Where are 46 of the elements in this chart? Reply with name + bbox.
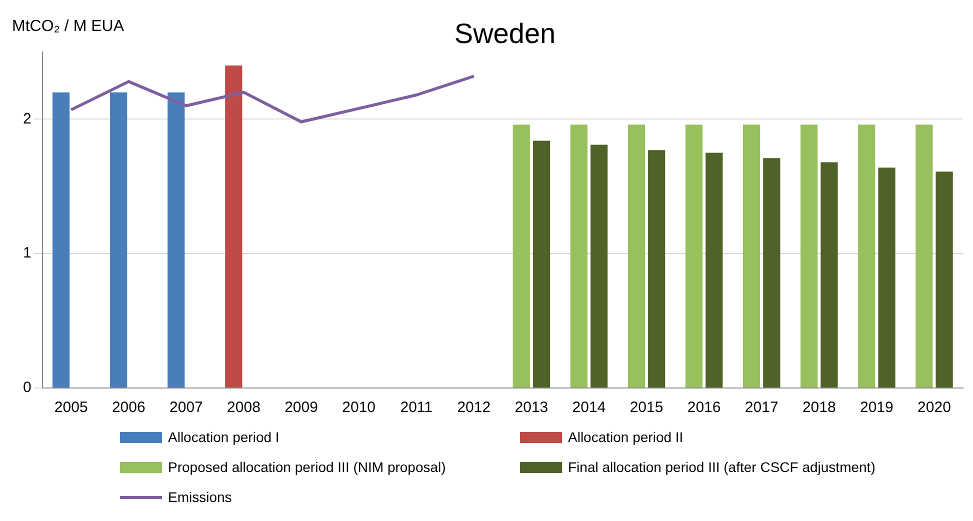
- bar: [916, 124, 933, 388]
- x-tick-label: 2018: [802, 399, 836, 416]
- legend-label: Allocation period I: [168, 429, 280, 445]
- y-tick-label: 0: [23, 379, 32, 396]
- bar: [936, 172, 953, 388]
- x-tick-label: 2019: [860, 399, 894, 416]
- bar: [628, 124, 646, 388]
- legend-label: Allocation period II: [568, 429, 684, 445]
- bar: [763, 158, 780, 388]
- bar: [878, 168, 896, 388]
- x-tick-label: 2011: [400, 399, 432, 416]
- bar: [590, 144, 608, 388]
- x-tick-label: 2006: [112, 399, 146, 416]
- bar: [742, 124, 760, 388]
- x-tick-label: 2015: [630, 399, 664, 416]
- bar: [168, 92, 185, 388]
- chart-title: Sweden: [454, 18, 556, 49]
- bar: [532, 140, 550, 388]
- bar: [858, 124, 876, 388]
- x-tick-label: 2017: [744, 399, 778, 416]
- x-tick-label: 2008: [227, 399, 260, 416]
- bar: [110, 92, 128, 388]
- bar: [225, 65, 242, 388]
- bar: [52, 92, 70, 388]
- bar: [570, 124, 588, 388]
- y-axis-title: MtCO₂ / M EUA: [12, 18, 124, 36]
- legend-label: Emissions: [168, 489, 232, 505]
- y-tick-label: 1: [23, 244, 32, 262]
- bar: [800, 124, 818, 388]
- x-tick-label: 2014: [572, 399, 606, 416]
- x-tick-label: 2010: [342, 399, 376, 416]
- legend-label: Final allocation period III (after CSCF adjustment): [568, 459, 876, 475]
- bar: [820, 162, 838, 388]
- x-tick-label: 2007: [170, 399, 203, 416]
- bar: [648, 150, 666, 388]
- legend-label: Proposed allocation period III (NIM proposal): [168, 459, 446, 475]
- bar: [685, 124, 703, 388]
- x-tick-label: 2016: [687, 399, 721, 416]
- y-tick-label: 2: [23, 110, 32, 128]
- x-tick-label: 2012: [457, 399, 491, 416]
- x-tick-label: 2009: [284, 399, 318, 416]
- x-tick-label: 2013: [514, 399, 548, 416]
- bar: [706, 152, 723, 388]
- x-tick-label: 2005: [54, 399, 88, 416]
- x-tick-label: 2020: [918, 399, 951, 416]
- bar: [512, 124, 530, 388]
